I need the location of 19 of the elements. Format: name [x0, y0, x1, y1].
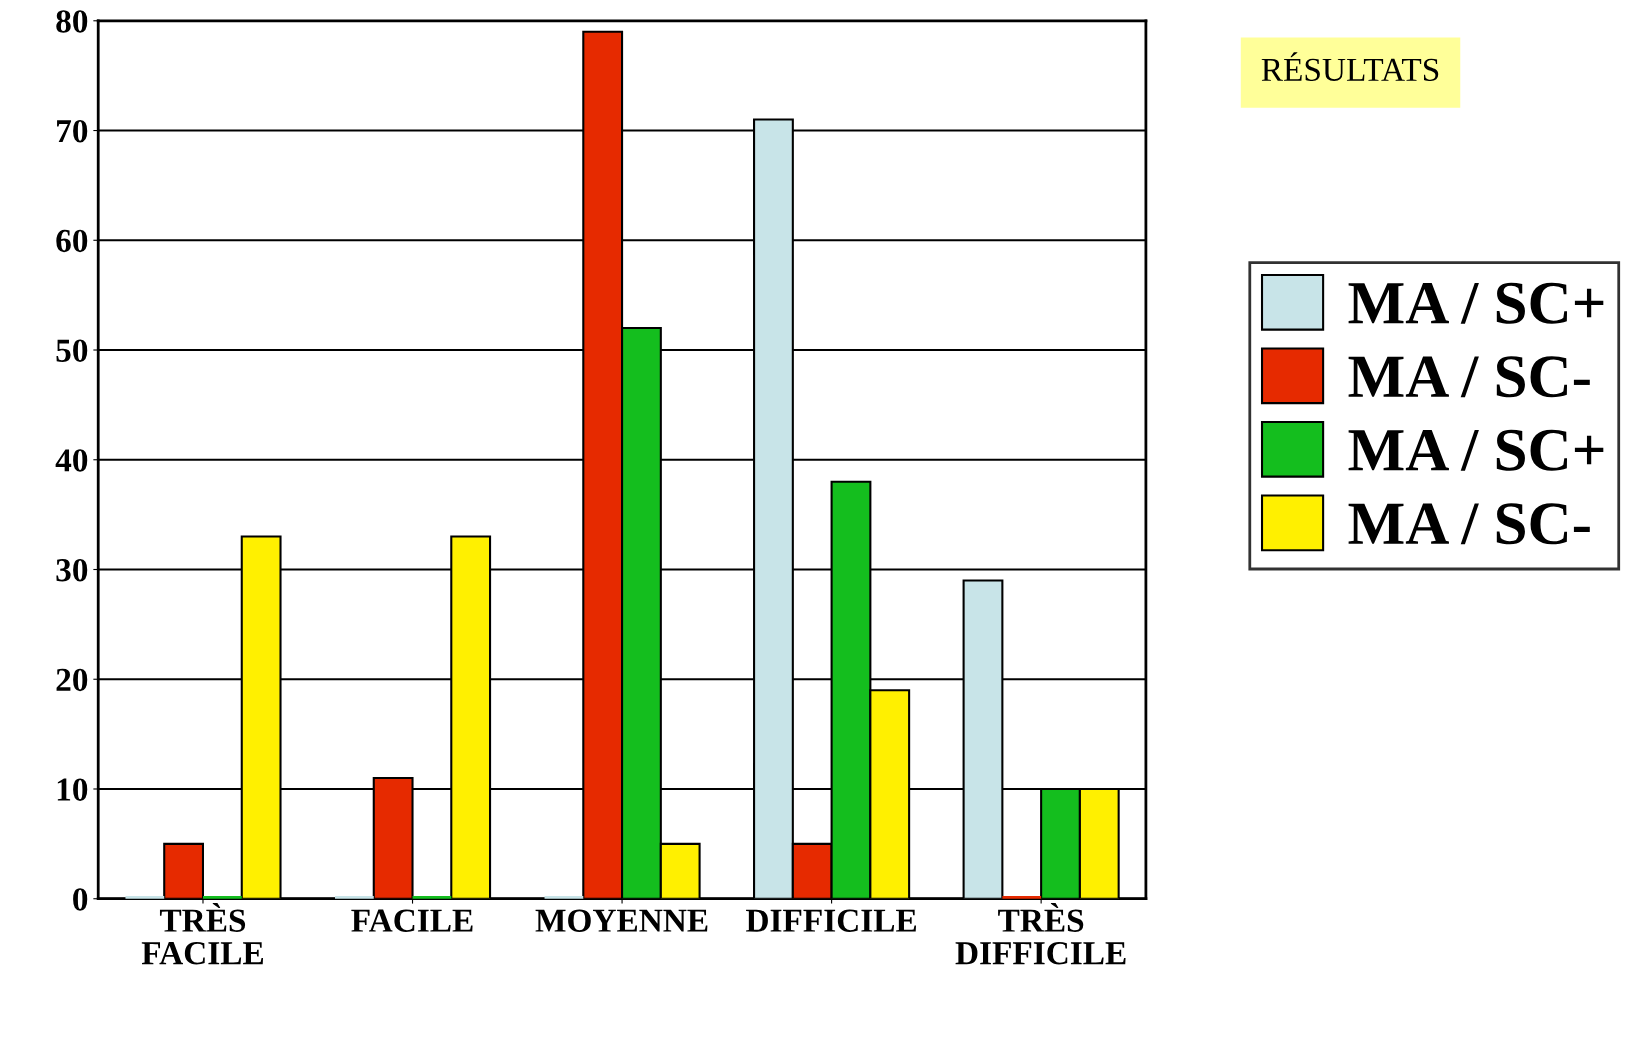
x-tick-label: DIFFICILE: [746, 909, 917, 932]
y-tick-label: 10: [57, 778, 88, 801]
y-tick-label: 0: [73, 888, 88, 911]
y-tick-label: 30: [56, 558, 88, 582]
legend-label: MA / SC+: [1348, 282, 1604, 324]
y-tick-label: 60: [56, 229, 88, 253]
y-tick-label: 70: [57, 119, 88, 143]
x-tick-label: FACILE: [351, 909, 473, 932]
legend-label: MA / SC-: [1348, 356, 1590, 398]
legend-label: MA / SC+: [1348, 429, 1604, 471]
y-tick-label: 40: [55, 449, 88, 472]
y-tick-label: 50: [56, 339, 88, 362]
y-tick-label: 80: [56, 10, 88, 33]
x-tick-label: MOYENNE: [535, 909, 708, 932]
y-tick-label: 20: [56, 668, 88, 692]
legend-label: MA / SC-: [1348, 503, 1590, 545]
x-tick-label: TRÈS FACILE: [141, 903, 264, 965]
text: RÉSULTATS: [1261, 52, 1439, 82]
x-tick-label: TRÈS DIFFICILE: [955, 903, 1126, 965]
